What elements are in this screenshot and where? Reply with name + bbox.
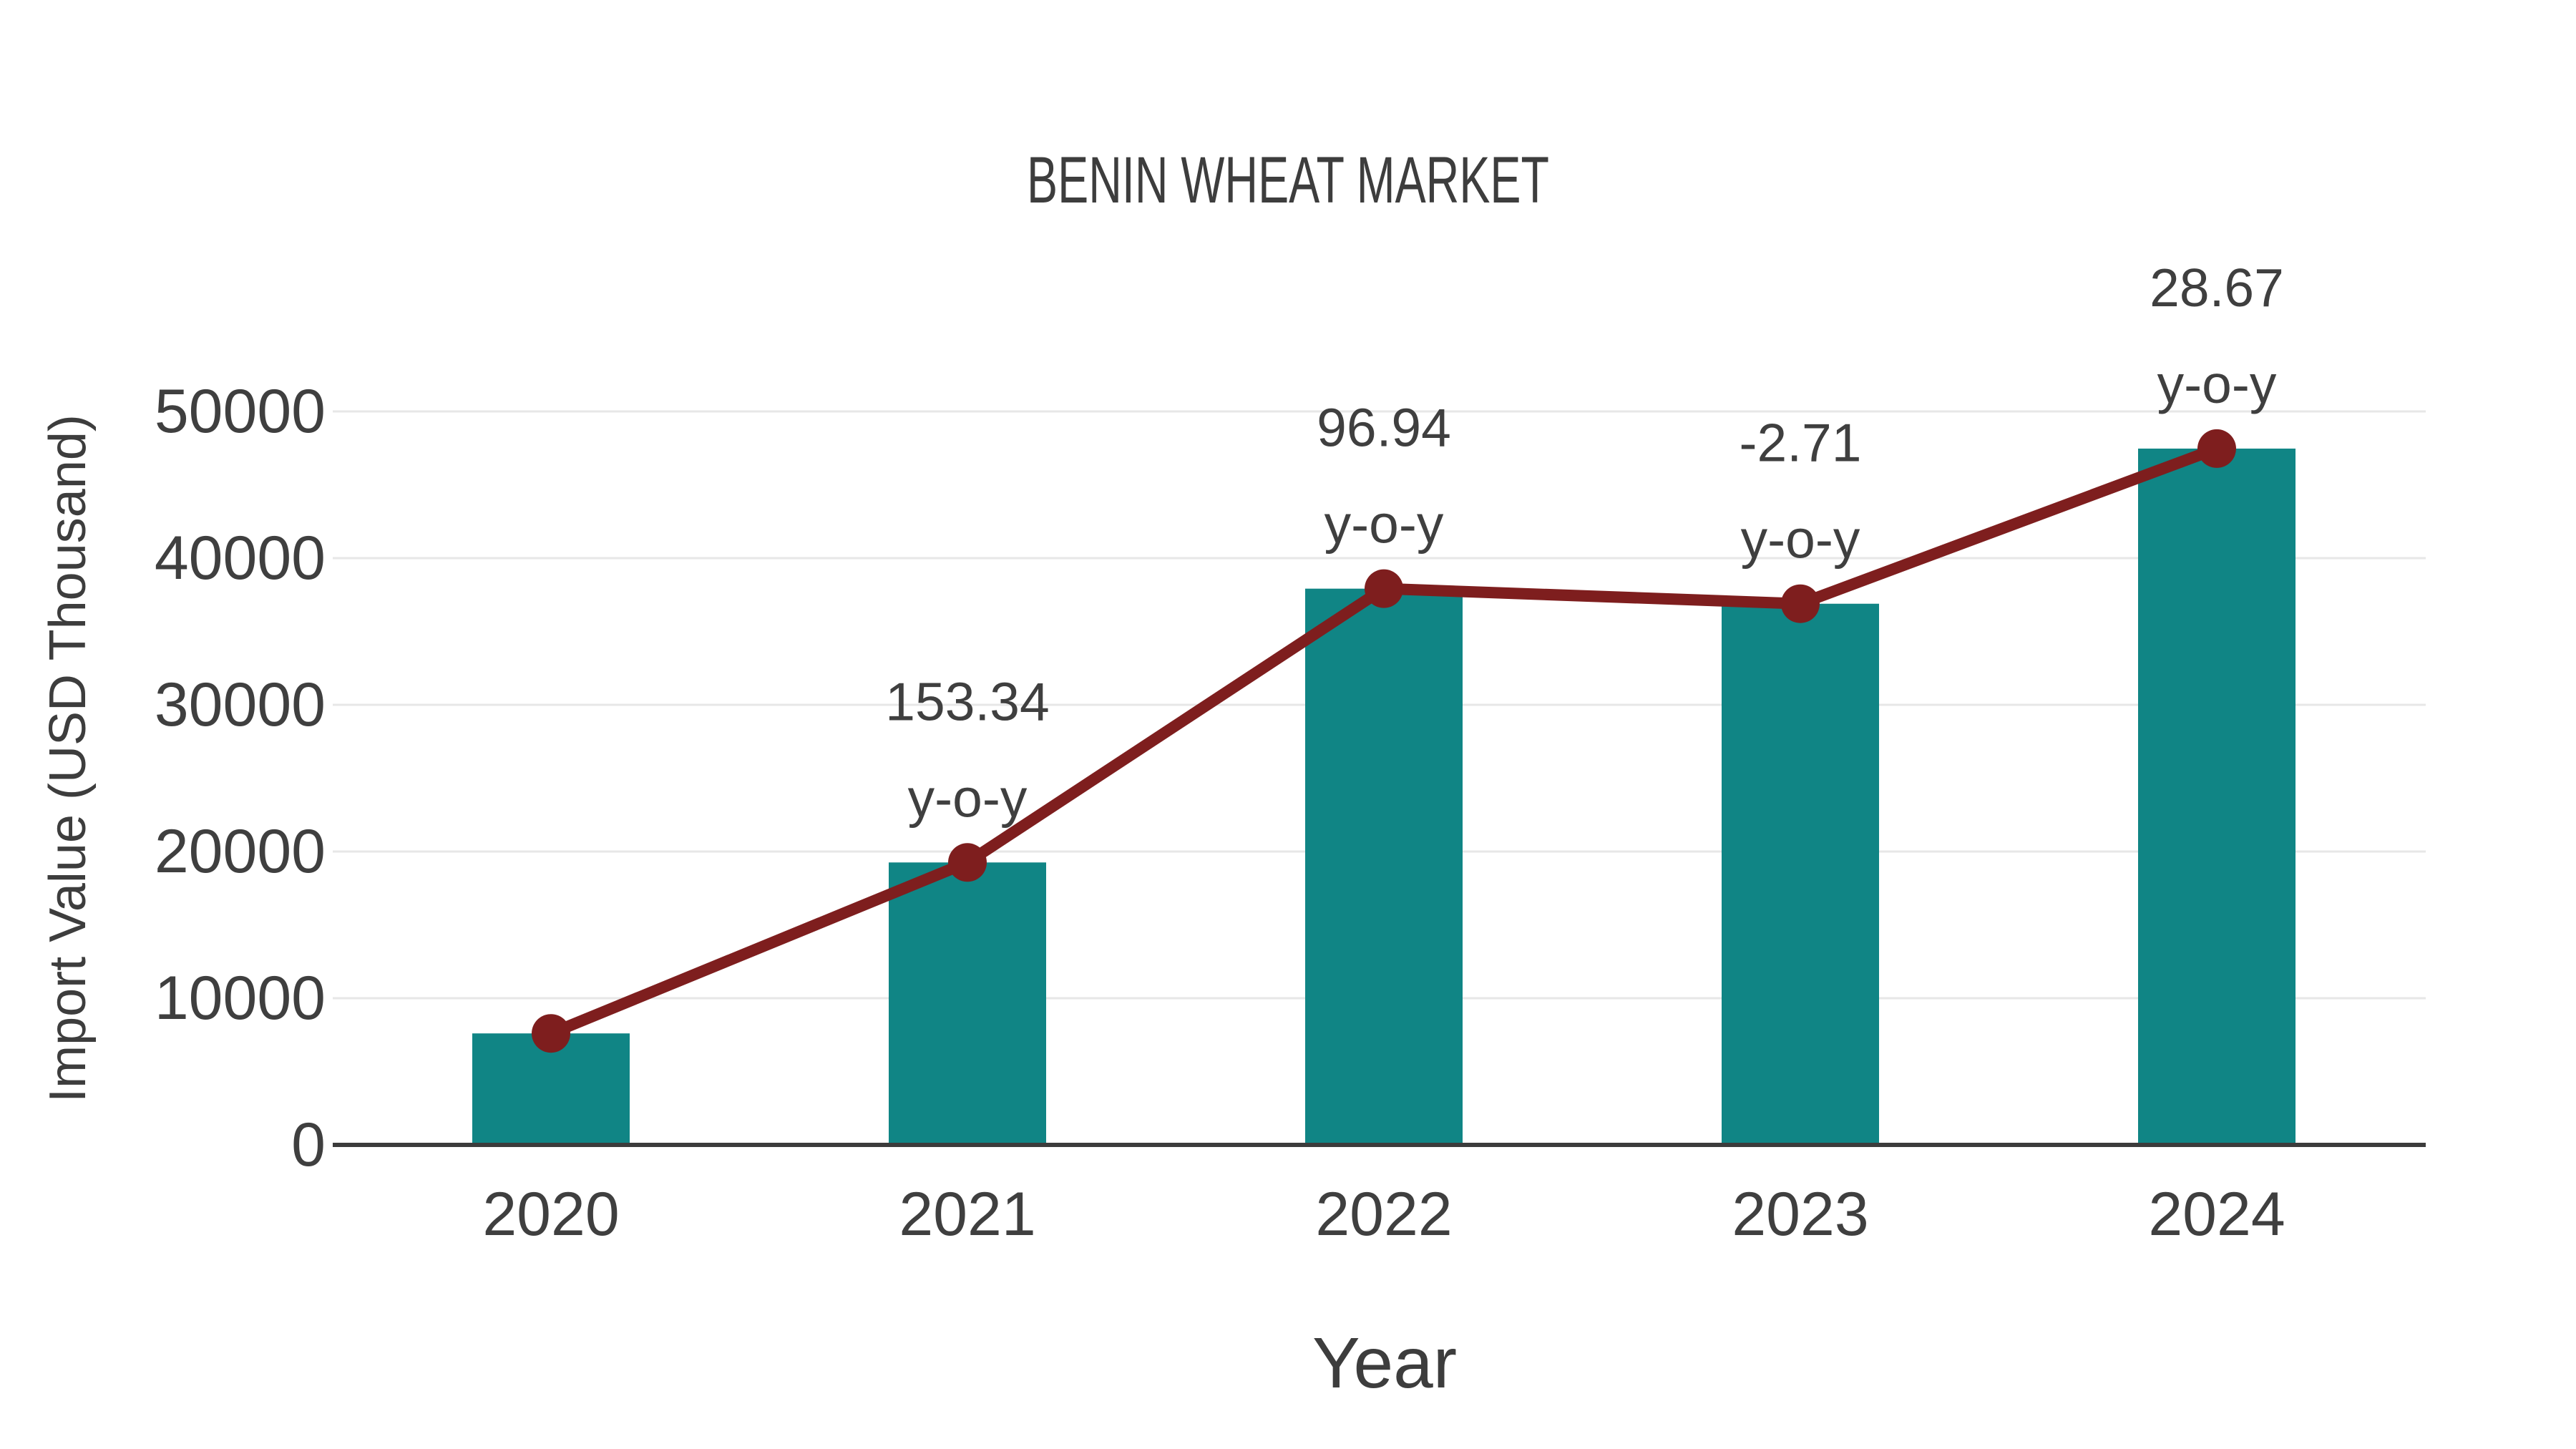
yoy-value-2024: 28.67 (2150, 258, 2284, 318)
data-point-2024 (2197, 429, 2236, 468)
line-series (532, 429, 2236, 1053)
data-point-2023 (1781, 584, 1820, 623)
bar-2024 (2138, 448, 2296, 1145)
yoy-label-2021: y-o-y (908, 768, 1028, 828)
y-axis-tick-labels: 0 10000 20000 30000 40000 50000 (155, 377, 326, 1179)
y-tick-label: 30000 (155, 670, 326, 739)
y-axis-title: Import Value (USD Thousand) (39, 414, 97, 1103)
y-tick-label: 40000 (155, 524, 326, 592)
x-tick-label: 2021 (899, 1180, 1035, 1249)
annotations: 153.34 y-o-y 96.94 y-o-y -2.71 y-o-y 28.67 y-o-… (885, 258, 2284, 828)
x-tick-label: 2023 (1732, 1180, 1868, 1249)
yoy-value-2021: 153.34 (885, 671, 1049, 731)
bar-2023 (1722, 603, 1879, 1145)
bar-series (472, 448, 2296, 1145)
x-axis-title: Year (1312, 1323, 1457, 1403)
x-tick-label: 2022 (1315, 1180, 1452, 1249)
yoy-label-2024: y-o-y (2157, 354, 2277, 414)
x-axis-tick-labels: 2020 2021 2022 2023 2024 (482, 1180, 2285, 1249)
y-tick-label: 10000 (155, 964, 326, 1033)
x-tick-label: 2024 (2148, 1180, 2285, 1249)
data-point-2020 (532, 1014, 570, 1053)
yoy-label-2023: y-o-y (1741, 509, 1860, 570)
y-tick-label: 0 (291, 1111, 326, 1179)
data-point-2021 (948, 843, 987, 882)
data-point-2022 (1365, 569, 1403, 608)
y-tick-label: 50000 (155, 377, 326, 446)
chart-title: BENIN WHEAT MARKET (1027, 144, 1549, 217)
yoy-value-2023: -2.71 (1740, 413, 1862, 473)
yoy-label-2022: y-o-y (1324, 494, 1444, 555)
y-tick-label: 20000 (155, 817, 326, 886)
x-tick-label: 2020 (482, 1180, 619, 1249)
bar-2021 (889, 862, 1046, 1145)
yoy-value-2022: 96.94 (1317, 398, 1451, 458)
bar-2022 (1305, 588, 1463, 1145)
